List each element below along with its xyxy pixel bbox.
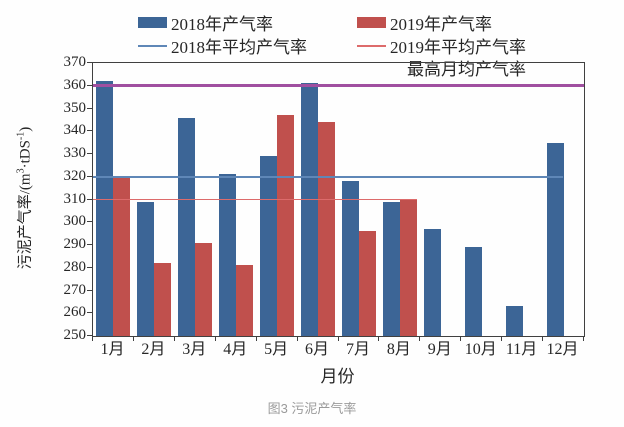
y-tick-mark-330 xyxy=(87,153,92,154)
y-tick-mark-350 xyxy=(87,107,92,109)
x-tick-mark-6 xyxy=(337,336,339,341)
y-tick-label-360: 360 xyxy=(63,76,87,93)
bar-2019年产气率-1月 xyxy=(113,176,131,336)
y-tick-mark-340 xyxy=(87,130,92,132)
x-tick-label-11月: 11月 xyxy=(505,341,538,358)
y-tick-label-280: 280 xyxy=(63,258,87,275)
bar-2018年产气率-4月 xyxy=(219,174,237,336)
y-tick-label-310: 310 xyxy=(63,190,87,207)
y-tick-mark-250 xyxy=(87,335,92,336)
x-tick-mark-12 xyxy=(583,336,584,341)
legend-item-2018-bars: 2018年产气率 xyxy=(138,10,273,35)
figure-caption: 图3 污泥产气率 xyxy=(267,401,357,416)
y-tick-label-370: 370 xyxy=(63,54,87,70)
y-tick-mark-290 xyxy=(87,244,92,245)
x-tick-mark-7 xyxy=(378,336,380,341)
x-tick-mark-5 xyxy=(296,336,298,341)
y-tick-label-260: 260 xyxy=(63,304,87,321)
y-tick-mark-270 xyxy=(87,289,92,291)
x-tick-mark-9 xyxy=(460,336,462,341)
bar-2018年产气率-7月 xyxy=(341,181,359,336)
y-tick-mark-280 xyxy=(87,266,92,268)
x-tick-label-8月: 8月 xyxy=(386,341,411,358)
bar-2018年产气率-9月 xyxy=(423,229,441,336)
x-tick-label-12月: 12月 xyxy=(546,341,579,358)
x-tick-mark-8 xyxy=(419,336,421,341)
x-tick-mark-2 xyxy=(173,336,175,341)
plot-area xyxy=(92,62,585,337)
y-axis-label: 污泥产气率/(m3·tDS-1) xyxy=(15,126,34,270)
bar-2019年产气率-5月 xyxy=(277,115,295,336)
refline-2018年平均产气率 xyxy=(93,176,564,178)
bar-2018年产气率-12月 xyxy=(546,142,564,336)
y-tick-label-340: 340 xyxy=(63,122,87,139)
bar-2018年产气率-10月 xyxy=(464,247,482,336)
x-tick-mark-4 xyxy=(255,336,257,341)
legend-item-max-monthly-line: 最高月均产气率 xyxy=(407,55,526,80)
legend-item-2019-bars: 2019年产气率 xyxy=(357,10,492,35)
bar-2018年产气率-11月 xyxy=(505,306,523,336)
legend-label-2018-avg: 2018年平均产气率 xyxy=(171,38,307,57)
bar-2018年产气率-1月 xyxy=(96,81,114,336)
bar-2019年产气率-2月 xyxy=(154,263,172,336)
legend-swatch-2018-bar xyxy=(138,17,167,28)
y-tick-mark-310 xyxy=(87,198,92,200)
x-tick-mark-10 xyxy=(501,336,503,341)
bar-2018年产气率-2月 xyxy=(137,201,155,336)
bar-2019年产气率-3月 xyxy=(195,242,213,336)
y-tick-mark-260 xyxy=(87,312,92,314)
legend-label-2019-avg: 2019年平均产气率 xyxy=(390,38,526,57)
legend-label-2019-bars: 2019年产气率 xyxy=(390,15,492,34)
y-tick-label-270: 270 xyxy=(63,281,87,298)
y-tick-mark-360 xyxy=(87,84,92,86)
bar-2019年产气率-4月 xyxy=(236,265,254,336)
x-tick-mark-1 xyxy=(132,336,134,341)
legend-swatch-2019-line xyxy=(357,44,386,47)
x-tick-label-3月: 3月 xyxy=(182,341,207,358)
refline-最高月均产气率 xyxy=(93,84,584,88)
bar-2019年产气率-7月 xyxy=(358,231,376,336)
x-tick-label-1月: 1月 xyxy=(100,341,125,358)
x-tick-mark-3 xyxy=(214,336,216,341)
refline-2019年平均产气率 xyxy=(93,198,418,201)
bar-2018年产气率-3月 xyxy=(178,117,196,336)
bar-2018年产气率-6月 xyxy=(301,83,319,336)
bar-2019年产气率-8月 xyxy=(399,199,417,336)
x-tick-label-4月: 4月 xyxy=(223,341,248,358)
legend-label-max-monthly: 最高月均产气率 xyxy=(407,60,526,79)
bar-2018年产气率-5月 xyxy=(260,156,278,336)
y-tick-label-330: 330 xyxy=(63,145,87,161)
x-tick-label-5月: 5月 xyxy=(264,341,289,358)
legend-swatch-2018-line xyxy=(138,44,167,47)
y-tick-mark-370 xyxy=(87,62,92,63)
y-tick-label-250: 250 xyxy=(63,327,87,343)
bar-2018年产气率-8月 xyxy=(382,201,400,336)
y-tick-label-320: 320 xyxy=(63,167,87,184)
x-tick-label-10月: 10月 xyxy=(464,341,497,358)
y-tick-label-300: 300 xyxy=(63,213,87,230)
legend-item-2018-avg-line: 2018年平均产气率 xyxy=(138,33,307,58)
x-tick-mark-11 xyxy=(542,336,544,341)
x-tick-label-7月: 7月 xyxy=(345,341,370,358)
legend-label-2018-bars: 2018年产气率 xyxy=(171,15,273,34)
x-axis-label: 月份 xyxy=(320,367,355,386)
x-tick-label-6月: 6月 xyxy=(305,341,330,358)
y-tick-mark-300 xyxy=(87,221,92,223)
bar-2019年产气率-6月 xyxy=(318,122,336,336)
x-tick-mark-0 xyxy=(92,336,93,341)
x-tick-label-9月: 9月 xyxy=(427,341,452,358)
y-tick-label-290: 290 xyxy=(63,236,87,252)
legend-swatch-2019-bar xyxy=(357,17,386,28)
x-tick-label-2月: 2月 xyxy=(141,341,166,358)
y-tick-label-350: 350 xyxy=(63,99,87,116)
legend-item-2019-avg-line: 2019年平均产气率 xyxy=(357,33,526,58)
y-tick-mark-320 xyxy=(87,175,92,177)
